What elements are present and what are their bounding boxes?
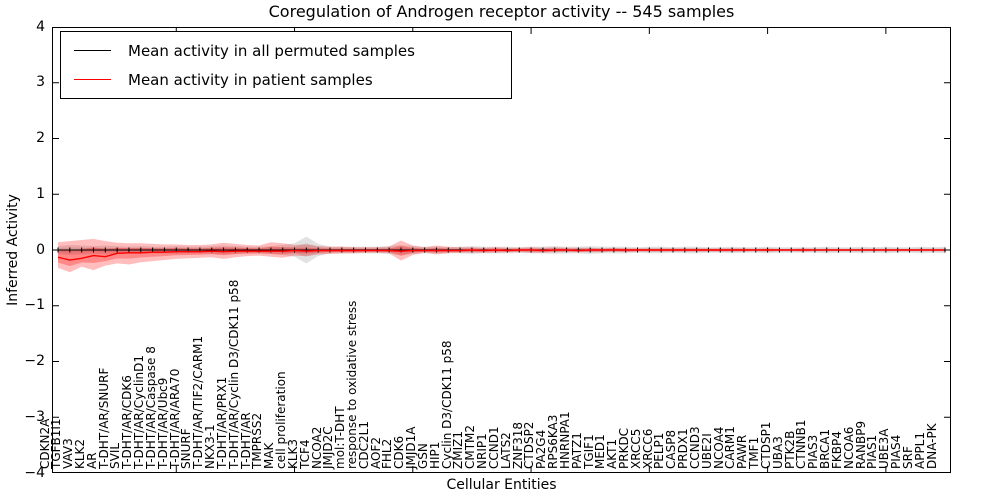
legend-entry-patient: Mean activity in patient samples bbox=[61, 65, 511, 94]
x-axis-label: Cellular Entities bbox=[446, 477, 557, 493]
y-tick-label: 4 bbox=[36, 18, 45, 35]
y-tick-label: 2 bbox=[36, 130, 45, 146]
patient-confidence-band bbox=[58, 238, 945, 273]
patient-mean-line bbox=[57, 249, 945, 261]
plot-frame bbox=[52, 27, 951, 473]
legend-label-patient: Mean activity in patient samples bbox=[128, 70, 373, 89]
y-tick-label: 3 bbox=[36, 74, 45, 91]
y-tick-label: 0 bbox=[36, 241, 45, 258]
y-tick-label: −1 bbox=[24, 297, 45, 314]
permuted-samples-line-swatch bbox=[74, 50, 111, 51]
legend-entry-permuted: Mean activity in all permuted samples bbox=[61, 36, 511, 65]
y-tick-label: 1 bbox=[36, 185, 45, 202]
patient-samples-line-swatch bbox=[74, 79, 111, 80]
plot-area bbox=[52, 27, 951, 473]
y-tick-label: −4 bbox=[24, 464, 45, 481]
y-tick-label: −3 bbox=[24, 408, 45, 425]
y-tick-label: −2 bbox=[24, 353, 45, 369]
chart-title: Coregulation of Androgen receptor activi… bbox=[268, 2, 735, 21]
legend: Mean activity in all permuted samples Me… bbox=[60, 31, 512, 99]
legend-label-permuted: Mean activity in all permuted samples bbox=[128, 41, 415, 60]
